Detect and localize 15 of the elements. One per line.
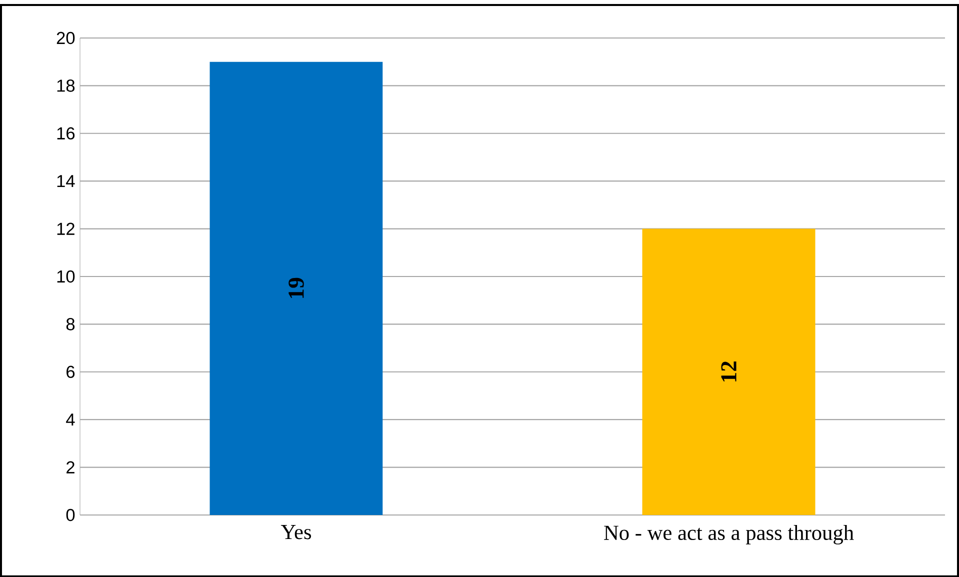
data-label: 12 bbox=[721, 362, 736, 382]
y-tick-label: 18 bbox=[57, 80, 75, 92]
y-tick-label: 8 bbox=[66, 318, 75, 330]
y-tick-label: 14 bbox=[57, 175, 75, 188]
x-tick-label: No - we act as a pass through bbox=[604, 525, 854, 544]
y-tick-label: 16 bbox=[57, 127, 75, 140]
data-label: 19 bbox=[288, 278, 304, 298]
y-tick-label: 4 bbox=[66, 414, 75, 426]
y-tick-label: 12 bbox=[57, 222, 74, 235]
x-tick-label: Yes bbox=[280, 525, 312, 540]
y-tick-label: 0 bbox=[66, 508, 75, 522]
y-tick-label: 2 bbox=[66, 461, 74, 474]
y-tick-label: 10 bbox=[57, 270, 75, 283]
y-tick-label: 6 bbox=[66, 366, 75, 378]
y-tick-label: 20 bbox=[56, 32, 75, 44]
